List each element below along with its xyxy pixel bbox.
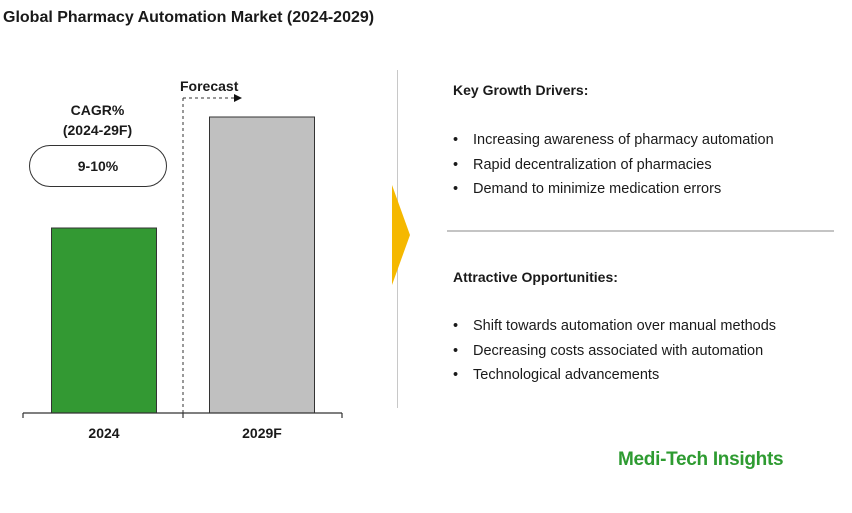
bullet-icon: • [453,318,459,334]
chevron-right-arrow-icon [392,185,410,285]
bullet-icon: • [453,181,459,197]
drivers-title: Key Growth Drivers: [453,82,589,98]
opportunities-title: Attractive Opportunities: [453,269,618,285]
bar-2024 [51,227,157,414]
forecast-arrow-head [234,94,242,102]
list-item: • Demand to minimize medication errors [453,177,774,202]
forecast-label: Forecast [180,78,239,94]
list-item: • Decreasing costs associated with automa… [453,339,776,364]
list-item: • Rapid decentralization of pharmacies [453,153,774,178]
bullet-icon: • [453,367,459,383]
cagr-label-line2: (2024-29F) [62,122,133,138]
bullet-icon: • [453,342,459,359]
x-tick-label: 2029F [242,425,282,441]
drivers-list: • Increasing awareness of pharmacy automa… [453,128,774,202]
x-tick-label: 2024 [88,425,119,441]
cagr-value-pill: 9-10% [29,145,167,187]
list-item: • Shift towards automation over manual me… [453,314,776,339]
list-item: • Increasing awareness of pharmacy automa… [453,128,774,153]
cagr-label-line1: CAGR% [70,102,125,118]
opportunities-list: • Shift towards automation over manual me… [453,314,776,388]
brand-logo-text: Medi-Tech Insights [618,449,784,470]
bullet-icon: • [453,156,459,173]
bullet-icon: • [453,132,459,148]
page-title: Global Pharmacy Automation Market (2024-… [3,9,375,26]
bar-chart: 2024 2029F Forecast [22,78,343,441]
cagr-value: 9-10% [77,158,119,174]
list-item: • Technological advancements [453,363,776,388]
horizontal-divider [447,230,834,232]
cagr-label: CAGR% (2024-29F) [50,100,145,140]
bar-2029F [209,116,315,414]
